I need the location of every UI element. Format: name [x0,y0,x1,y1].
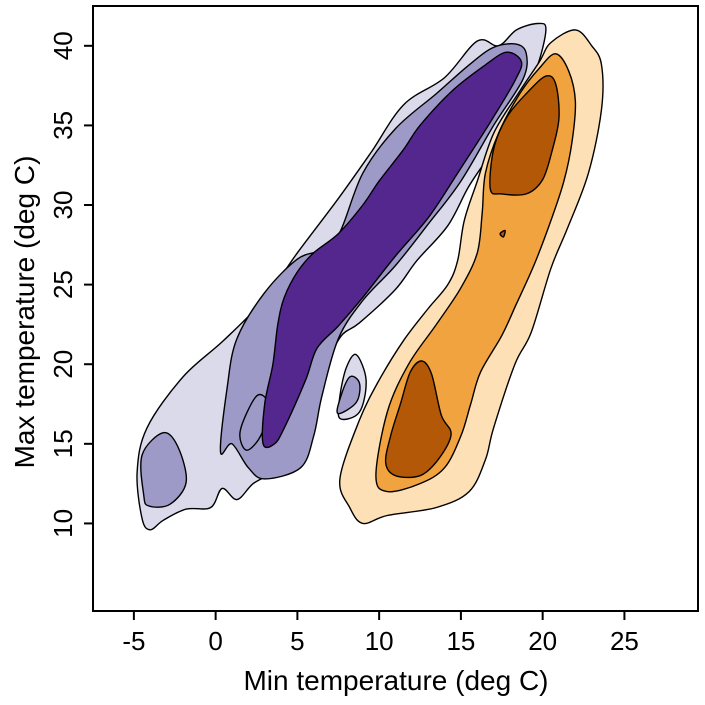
contour-region-g2-level-3-2 [489,74,560,196]
contour-region-g1-level-2-4 [336,375,361,415]
contour-region-g2-level-3-1 [384,360,452,479]
x-tick-label: 10 [365,626,394,656]
x-axis-title: Min temperature (deg C) [243,665,548,696]
contour-region-g1-level-3-1 [261,51,523,449]
contour-region-g1-level-2-1 [140,431,188,508]
y-axis-title: Max temperature (deg C) [9,156,40,469]
y-tick-label: 30 [48,191,78,220]
contour-region-g2-level-3-3 [499,229,506,238]
x-tick-label: 5 [290,626,304,656]
plot-frame [92,5,699,612]
x-axis: -5 0 5 10 15 20 25 [122,611,639,656]
x-tick-label: 0 [208,626,222,656]
y-tick-label: 20 [48,350,78,379]
x-tick-label: -5 [122,626,145,656]
contour-group-2 [339,29,604,525]
contour-layers [136,22,604,531]
y-tick-label: 35 [48,111,78,140]
contour-region-g1-level-2-3 [239,393,269,451]
x-tick-label: 25 [610,626,639,656]
x-tick-label: 15 [446,626,475,656]
y-axis: 10 15 20 25 30 35 40 [48,31,93,538]
y-tick-label: 10 [48,509,78,538]
y-tick-label: 25 [48,270,78,299]
contour-group-1 [136,22,547,531]
y-tick-label: 15 [48,429,78,458]
x-tick-label: 20 [528,626,557,656]
y-tick-label: 40 [48,31,78,60]
